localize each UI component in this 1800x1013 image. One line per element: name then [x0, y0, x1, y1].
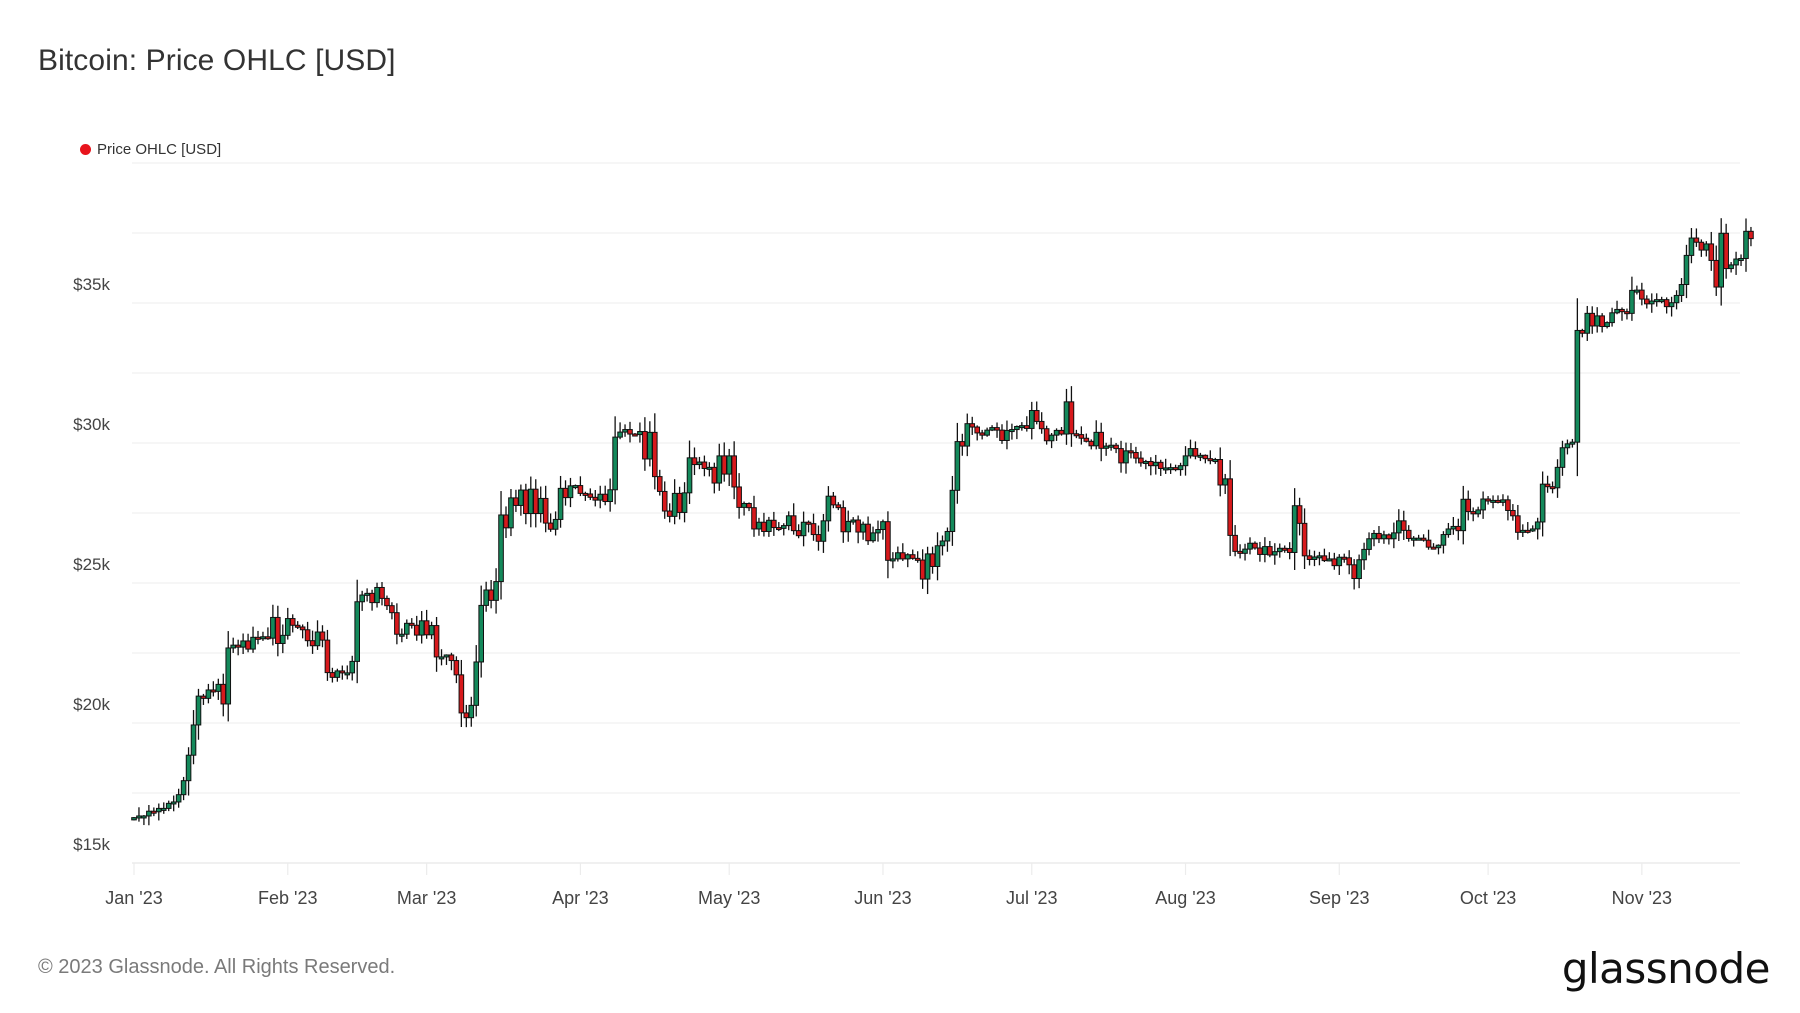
- copyright-notice: © 2023 Glassnode. All Rights Reserved.: [38, 956, 396, 978]
- x-tick-label: Mar '23: [396, 888, 457, 908]
- x-tick-label: May '23: [697, 888, 761, 908]
- x-tick-label: Oct '23: [1459, 888, 1517, 908]
- glassnode-logo: glassnode: [1561, 944, 1771, 993]
- x-tick-label: Aug '23: [1155, 888, 1216, 908]
- legend-item-price-ohlc[interactable]: Price OHLC [USD]: [80, 141, 221, 158]
- y-tick-label: $35k: [73, 275, 110, 294]
- x-tick-label: Jun '23: [854, 888, 912, 908]
- x-tick-label: Sep '23: [1309, 888, 1370, 908]
- y-tick-label: $20k: [73, 695, 110, 714]
- x-tick-label: Feb '23: [258, 888, 318, 908]
- y-tick-label: $25k: [73, 555, 110, 574]
- x-tick-label: Jul '23: [1006, 888, 1058, 908]
- x-tick-label: Nov '23: [1611, 888, 1673, 908]
- chart-title: Bitcoin: Price OHLC [USD]: [38, 44, 396, 77]
- legend-label: Price OHLC [USD]: [97, 141, 222, 158]
- legend-dot-icon: [80, 144, 91, 155]
- y-tick-label: $30k: [73, 415, 110, 434]
- candles: [131, 218, 1754, 826]
- x-tick-label: Jan '23: [105, 888, 163, 908]
- x-tick-label: Apr '23: [552, 888, 609, 908]
- y-tick-label: $15k: [73, 835, 110, 854]
